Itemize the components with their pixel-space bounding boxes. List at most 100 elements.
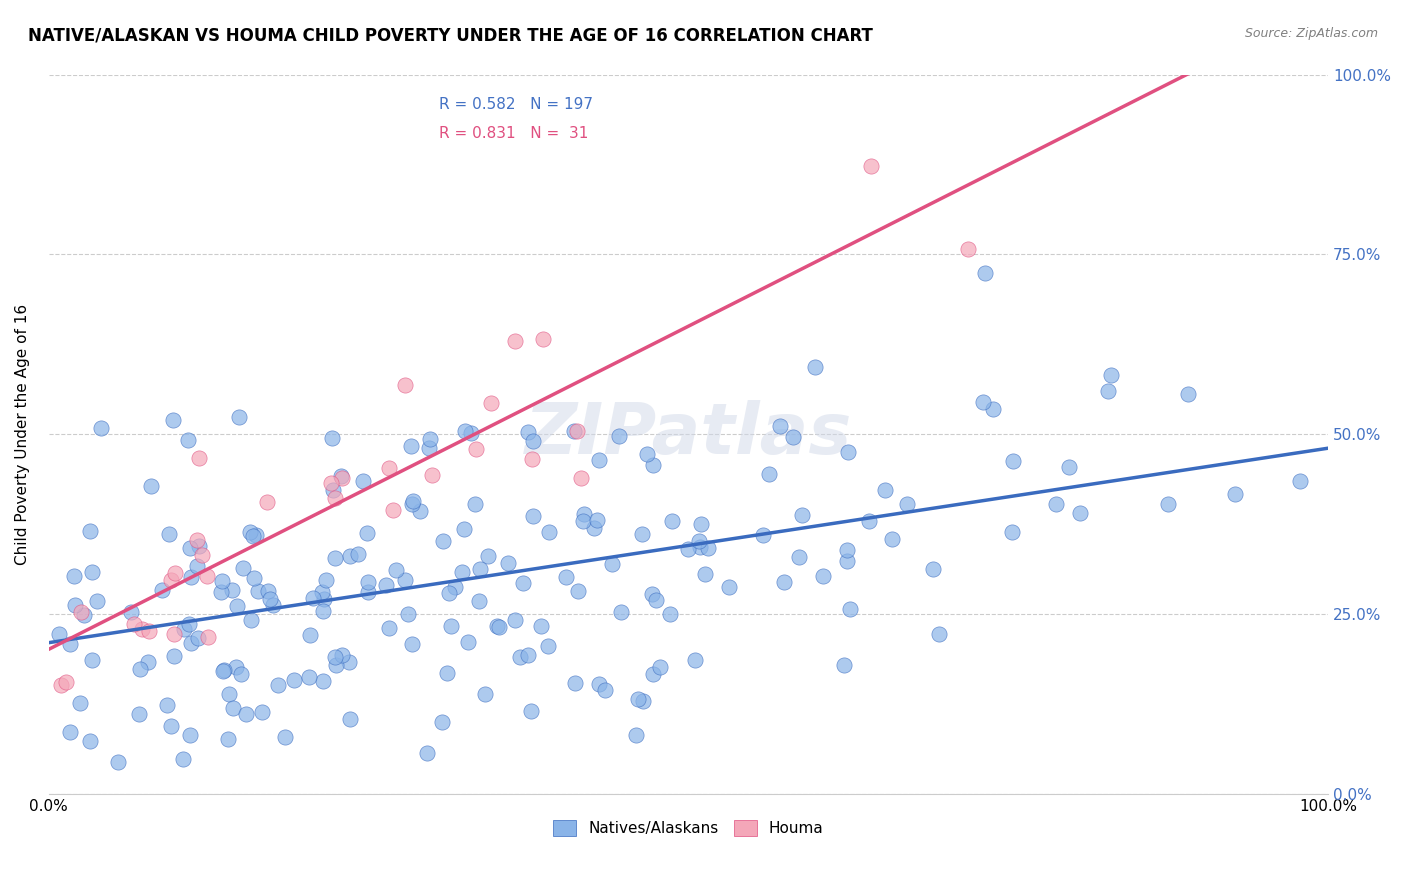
Point [297, 670, 319, 684]
Point [610, 605, 633, 619]
Point [262, 599, 284, 613]
Point [593, 682, 616, 697]
Text: ZIPatlas: ZIPatlas [524, 400, 852, 469]
Point [128, 706, 150, 721]
Point [922, 562, 945, 576]
Point [352, 474, 374, 488]
Point [564, 676, 586, 690]
Point [676, 542, 699, 557]
Point [415, 747, 437, 761]
Point [1001, 525, 1024, 540]
Point [875, 483, 897, 497]
Point [160, 719, 183, 733]
Point [311, 584, 333, 599]
Point [177, 434, 200, 448]
Point [470, 562, 492, 576]
Text: R = 0.582   N = 197: R = 0.582 N = 197 [439, 97, 593, 112]
Point [240, 613, 263, 627]
Point [394, 378, 416, 392]
Point [981, 402, 1004, 417]
Point [226, 599, 249, 613]
Point [323, 491, 346, 505]
Point [838, 602, 860, 616]
Legend: Natives/Alaskans, Houma: Natives/Alaskans, Houma [546, 813, 831, 844]
Point [554, 570, 576, 584]
Point [162, 413, 184, 427]
Point [522, 434, 544, 448]
Point [600, 557, 623, 571]
Point [444, 580, 467, 594]
Point [586, 513, 609, 527]
Point [69, 605, 91, 619]
Point [298, 627, 321, 641]
Point [1057, 459, 1080, 474]
Point [457, 634, 479, 648]
Point [160, 573, 183, 587]
Point [197, 630, 219, 644]
Point [267, 678, 290, 692]
Point [957, 242, 980, 256]
Point [792, 508, 814, 522]
Point [440, 619, 463, 633]
Point [641, 587, 664, 601]
Point [973, 266, 995, 280]
Point [312, 604, 335, 618]
Point [460, 426, 482, 441]
Point [517, 648, 540, 662]
Point [837, 445, 859, 459]
Point [356, 575, 378, 590]
Point [562, 424, 585, 438]
Point [467, 593, 489, 607]
Point [401, 637, 423, 651]
Point [131, 622, 153, 636]
Point [517, 425, 540, 439]
Point [450, 565, 472, 579]
Text: Source: ZipAtlas.com: Source: ZipAtlas.com [1244, 27, 1378, 40]
Point [79, 524, 101, 539]
Point [315, 573, 337, 587]
Point [90, 420, 112, 434]
Point [356, 526, 378, 541]
Point [122, 617, 145, 632]
Point [259, 591, 281, 606]
Point [464, 497, 486, 511]
Point [381, 503, 404, 517]
Point [645, 592, 668, 607]
Point [339, 549, 361, 564]
Point [588, 677, 610, 691]
Point [228, 410, 250, 425]
Point [239, 524, 262, 539]
Point [319, 475, 342, 490]
Point [690, 517, 713, 532]
Point [643, 666, 665, 681]
Point [1045, 497, 1067, 511]
Point [59, 725, 82, 739]
Point [136, 655, 159, 669]
Point [661, 514, 683, 528]
Point [419, 432, 441, 446]
Point [347, 548, 370, 562]
Point [420, 467, 443, 482]
Point [179, 728, 201, 742]
Point [641, 458, 664, 472]
Point [186, 559, 208, 574]
Point [48, 626, 70, 640]
Point [465, 442, 488, 456]
Point [332, 648, 354, 662]
Point [659, 607, 682, 622]
Point [607, 429, 630, 443]
Point [312, 591, 335, 606]
Point [1001, 453, 1024, 467]
Point [512, 575, 534, 590]
Point [485, 619, 508, 633]
Point [972, 395, 994, 409]
Point [156, 698, 179, 713]
Point [697, 541, 720, 556]
Point [1289, 474, 1312, 488]
Point [533, 333, 555, 347]
Point [86, 594, 108, 608]
Point [378, 621, 401, 635]
Text: R = 0.831   N =  31: R = 0.831 N = 31 [439, 126, 588, 141]
Point [1223, 487, 1246, 501]
Point [1157, 497, 1180, 511]
